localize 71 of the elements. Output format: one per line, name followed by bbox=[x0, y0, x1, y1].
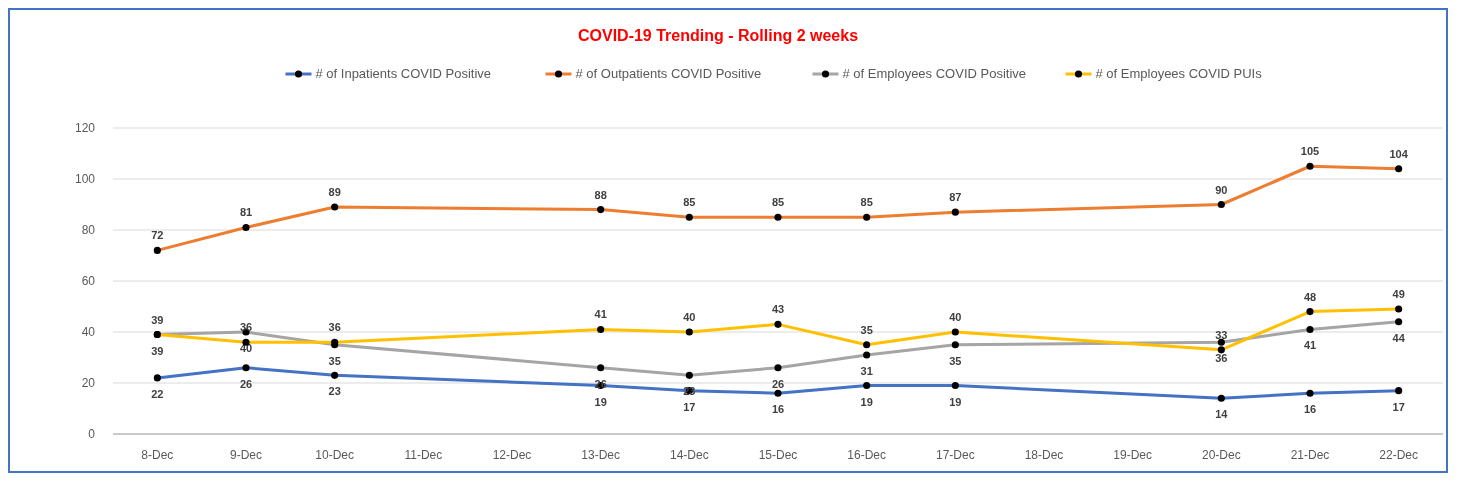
data-label: 49 bbox=[1392, 288, 1405, 301]
legend-label: # of Inpatients COVID Positive bbox=[315, 66, 492, 81]
data-label: 40 bbox=[239, 342, 253, 354]
data-label: 104 bbox=[1389, 147, 1409, 160]
data-label: 85 bbox=[771, 196, 785, 209]
x-tick-label: 20-Dec bbox=[1201, 448, 1241, 462]
x-tick-label: 22-Dec bbox=[1379, 448, 1419, 462]
x-tick-label: 8-Dec bbox=[141, 448, 174, 462]
y-tick-label: 100 bbox=[74, 172, 96, 186]
data-label: 40 bbox=[949, 311, 962, 323]
data-label: 16 bbox=[1303, 403, 1317, 416]
data-label: 85 bbox=[860, 196, 873, 209]
data-label: 35 bbox=[328, 354, 341, 367]
x-tick-label: 15-Dec bbox=[758, 448, 798, 462]
data-label: 19 bbox=[949, 395, 962, 408]
y-tick-label: 20 bbox=[81, 376, 96, 390]
data-label: 17 bbox=[683, 400, 696, 413]
x-tick-label: 19-Dec bbox=[1113, 448, 1153, 462]
data-label: 39 bbox=[151, 313, 164, 326]
data-label: 26 bbox=[594, 377, 607, 390]
data-label: 23 bbox=[683, 385, 696, 398]
x-tick-label: 11-Dec bbox=[404, 448, 443, 462]
legend-label: # of Outpatients COVID Positive bbox=[575, 66, 762, 81]
x-tick-label: 14-Dec bbox=[669, 448, 709, 462]
data-label: 16 bbox=[771, 403, 785, 416]
x-tick-label: 21-Dec bbox=[1290, 448, 1330, 462]
x-tick-label: 18-Dec bbox=[1024, 448, 1064, 462]
data-label: 31 bbox=[860, 364, 873, 377]
data-label: 40 bbox=[683, 311, 696, 323]
y-tick-label: 80 bbox=[81, 223, 96, 237]
data-label: 19 bbox=[860, 395, 873, 408]
data-label: 85 bbox=[683, 196, 696, 209]
data-label: 89 bbox=[328, 186, 341, 199]
data-label: 36 bbox=[1215, 352, 1228, 365]
chart-title: COVID-19 Trending - Rolling 2 weeks bbox=[577, 27, 859, 44]
y-tick-label: 60 bbox=[81, 274, 96, 288]
data-label: 105 bbox=[1300, 145, 1320, 158]
data-label: 90 bbox=[1215, 183, 1228, 196]
data-label: 44 bbox=[1392, 331, 1406, 344]
data-label: 88 bbox=[594, 188, 607, 201]
data-label: 26 bbox=[771, 377, 785, 390]
y-tick-label: 120 bbox=[74, 121, 96, 135]
data-label: 87 bbox=[949, 191, 962, 204]
x-tick-label: 16-Dec bbox=[847, 448, 887, 462]
data-label: 72 bbox=[151, 229, 164, 242]
y-tick-label: 0 bbox=[88, 427, 96, 441]
data-label: 35 bbox=[949, 354, 962, 367]
data-label: 33 bbox=[1215, 328, 1228, 341]
data-label: 41 bbox=[1303, 339, 1317, 352]
data-label: 36 bbox=[239, 321, 253, 334]
data-label: 23 bbox=[328, 385, 341, 398]
x-tick-label: 9-Dec bbox=[229, 448, 263, 462]
data-label: 43 bbox=[771, 303, 785, 316]
data-label: 26 bbox=[239, 377, 253, 390]
data-label: 41 bbox=[594, 308, 607, 321]
x-tick-label: 13-Dec bbox=[581, 448, 621, 462]
x-tick-label: 17-Dec bbox=[935, 448, 975, 462]
data-label: 48 bbox=[1303, 290, 1317, 303]
data-label: 14 bbox=[1215, 408, 1229, 421]
data-label: 36 bbox=[328, 321, 341, 334]
data-label: 39 bbox=[151, 344, 164, 357]
legend-label: # of Employees COVID Positive bbox=[842, 66, 1027, 81]
data-label: 17 bbox=[1392, 400, 1405, 413]
y-tick-label: 40 bbox=[81, 325, 96, 339]
data-label: 19 bbox=[594, 395, 607, 408]
data-label: 81 bbox=[239, 206, 253, 219]
x-tick-label: 10-Dec bbox=[315, 448, 355, 462]
data-label: 22 bbox=[151, 387, 164, 400]
data-label: 35 bbox=[860, 323, 873, 336]
legend-label: # of Employees COVID PUIs bbox=[1095, 66, 1263, 81]
x-tick-label: 12-Dec bbox=[492, 448, 532, 462]
